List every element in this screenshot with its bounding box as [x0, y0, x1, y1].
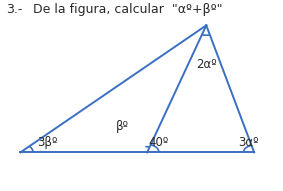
Text: De la figura, calcular  "αº+βº": De la figura, calcular "αº+βº"	[33, 3, 223, 16]
Text: 3.-: 3.-	[6, 3, 23, 16]
Text: 3βº: 3βº	[37, 136, 58, 149]
Text: 3αº: 3αº	[239, 136, 259, 149]
Text: βº: βº	[116, 120, 129, 134]
Text: 2αº: 2αº	[196, 57, 217, 71]
Text: 40º: 40º	[149, 136, 169, 149]
